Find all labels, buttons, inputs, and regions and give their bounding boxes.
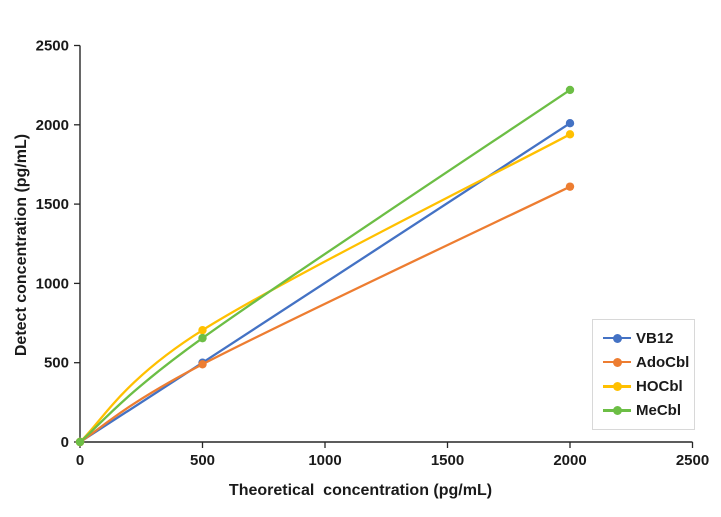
data-point-AdoCbl: [565, 182, 575, 191]
x-tick-label: 2000: [553, 452, 586, 469]
legend-label: HOCbl: [636, 378, 683, 396]
series-line-AdoCbl: [78, 185, 572, 444]
data-point-HOCbl: [198, 325, 207, 335]
x-tick-label: 2500: [676, 452, 709, 469]
legend-marker-icon: [603, 333, 631, 343]
legend-marker-icon: [603, 357, 631, 367]
legend-label: AdoCbl: [636, 353, 690, 371]
x-tick-label: 500: [190, 452, 215, 469]
series-line-VB12: [78, 122, 572, 444]
legend-item-vb12: VB12: [603, 328, 694, 348]
data-point-AdoCbl: [198, 360, 207, 369]
legend-label: MeCbl: [636, 402, 681, 420]
x-tick-label: 1500: [431, 452, 464, 469]
data-point-MeCbl: [565, 85, 575, 95]
legend-item-mecbl: MeCbl: [603, 401, 694, 421]
legend: VB12 AdoCbl HOCbl MeCbl: [592, 319, 695, 430]
y-axis-title: Detect concentration (pg/mL): [13, 133, 30, 357]
legend-item-hocbl: HOCbl: [603, 377, 694, 397]
x-tick-label: 0: [76, 452, 84, 469]
legend-marker-icon: [603, 406, 631, 416]
legend-marker-icon: [603, 382, 631, 392]
data-point-MeCbl: [198, 333, 207, 343]
data-point-HOCbl: [565, 130, 575, 139]
y-tick-label: 1000: [36, 275, 69, 292]
x-tick-label: 1000: [308, 452, 341, 469]
legend-item-adocbl: AdoCbl: [603, 352, 694, 372]
data-point-VB12: [565, 119, 575, 128]
y-tick-label: 1500: [36, 196, 69, 213]
x-axis-title: Theoretical concentration (pg/mL): [228, 482, 493, 499]
legend-label: VB12: [636, 329, 674, 347]
data-point-MeCbl: [75, 437, 85, 447]
y-tick-label: 0: [61, 434, 69, 451]
y-tick-label: 500: [44, 355, 69, 372]
series-line-MeCbl: [78, 88, 572, 444]
y-tick-label: 2000: [36, 117, 69, 134]
series-line-HOCbl: [78, 133, 572, 444]
y-tick-label: 2500: [36, 38, 69, 55]
